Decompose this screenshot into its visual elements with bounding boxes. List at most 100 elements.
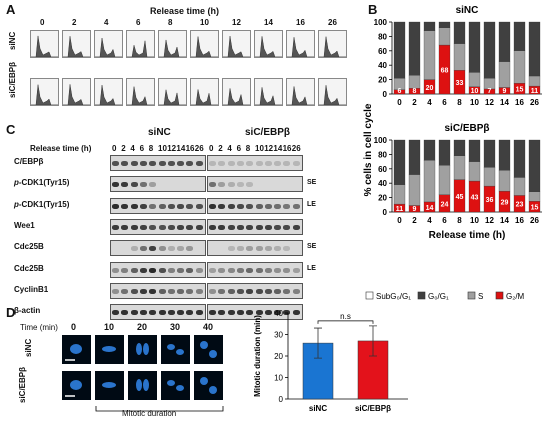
panel-a-row-label: siNC	[8, 31, 17, 50]
blot-band	[283, 245, 291, 251]
histogram	[190, 78, 219, 106]
blot-band	[274, 160, 282, 166]
blot-band	[218, 181, 226, 187]
histogram	[222, 30, 251, 58]
blot-band	[158, 160, 166, 166]
blot-band	[195, 309, 203, 315]
blot-band	[283, 224, 291, 230]
bar-segment	[408, 174, 421, 206]
blot-band	[158, 245, 166, 251]
blot-band	[227, 224, 235, 230]
data-label: 24	[441, 201, 449, 208]
blot-lane	[195, 199, 204, 213]
blot-lane	[130, 199, 139, 213]
blot-lane	[195, 177, 204, 191]
blot-lane	[139, 241, 148, 255]
blot-lane	[245, 241, 254, 255]
blot-band	[121, 288, 129, 294]
blot-lane	[130, 241, 139, 255]
significance-label: n.s	[340, 312, 351, 321]
blot-lane	[167, 156, 176, 170]
blot-band	[283, 309, 291, 315]
bar-segment	[423, 139, 436, 161]
blot-lane	[139, 199, 148, 213]
blot-lane	[227, 156, 236, 170]
lane-timepoint: 12	[167, 144, 177, 153]
blot-lane	[227, 177, 236, 191]
x-axis-label: Release time (h)	[429, 230, 506, 241]
blot-band	[274, 309, 282, 315]
blot-row-label: Wee1	[14, 221, 35, 230]
x-tick-label: 12	[485, 98, 494, 107]
blot-lane	[236, 177, 245, 191]
duration-bracket	[95, 406, 224, 412]
blot-band	[209, 181, 216, 187]
panel-a-timepoint: 2	[72, 18, 77, 27]
blot-band	[264, 288, 272, 294]
blot-lane	[167, 241, 176, 255]
blot-lane	[148, 263, 157, 277]
panel-a-timepoint: 4	[104, 18, 109, 27]
histogram	[158, 30, 187, 58]
blot-band	[218, 224, 226, 230]
blot-band	[112, 267, 119, 273]
blot-band	[177, 160, 185, 166]
blot-lane	[185, 156, 194, 170]
blot-lane	[264, 156, 273, 170]
panel-label-b: B	[368, 2, 378, 17]
blot-lane	[120, 241, 129, 255]
blot-band	[167, 203, 175, 209]
image-timepoint: 30	[170, 322, 181, 332]
blot-band	[274, 245, 282, 251]
y-axis-label: % cells in cell cycle	[363, 103, 374, 196]
blot-band	[209, 203, 216, 209]
blot-band	[255, 160, 263, 166]
chart-title: siC/EBPβ	[444, 123, 489, 134]
blot-lane	[273, 156, 282, 170]
blot-band	[186, 203, 194, 209]
blot-band	[264, 245, 272, 251]
blot-lane	[176, 177, 185, 191]
lane-timepoint: 2	[218, 144, 223, 153]
blot-lane	[167, 177, 176, 191]
lane-timepoint: 16	[185, 144, 195, 153]
bar-segment	[453, 155, 466, 180]
blot-band	[177, 224, 185, 230]
blot-lane	[208, 199, 217, 213]
bar-segment	[438, 27, 451, 46]
blot-band	[130, 224, 138, 230]
blot-band	[195, 203, 203, 209]
lane-timepoint: 6	[236, 144, 242, 153]
blot-band	[255, 267, 263, 273]
blot-lane	[208, 305, 217, 319]
bar-segment	[528, 191, 541, 202]
blot-lane	[273, 284, 282, 298]
x-tick-label: 8	[457, 216, 462, 225]
blot-lane	[292, 199, 301, 213]
blot-lane	[255, 177, 264, 191]
blot-lane	[120, 305, 129, 319]
lane-timepoint: 8	[148, 144, 154, 153]
blot-lane	[185, 199, 194, 213]
y-tick-label: 20	[378, 76, 387, 85]
blot-lane	[148, 241, 157, 255]
blot-band	[218, 267, 226, 273]
x-tick-label: 26	[530, 98, 539, 107]
blot-band	[195, 224, 203, 230]
mitotic-duration-chart: 0 10 20 30 40 Mitotic duration (min) siNC siC/E…	[253, 309, 408, 413]
data-label: 20	[426, 85, 434, 92]
blot-band	[246, 245, 254, 251]
blot-band	[274, 288, 282, 294]
blot-lane	[148, 284, 157, 298]
blot-lane	[292, 177, 301, 191]
blot-band	[292, 288, 300, 294]
blot-band	[149, 181, 157, 187]
blot-lane	[208, 263, 217, 277]
y-tick-label: 60	[378, 165, 387, 174]
blot-lane	[273, 263, 282, 277]
blot-strip	[207, 262, 303, 278]
blot-lane	[273, 199, 282, 213]
blot-lane	[282, 220, 291, 234]
y-tick-label: 10	[274, 374, 283, 383]
image-row-label: siC/EBPβ	[18, 366, 27, 403]
